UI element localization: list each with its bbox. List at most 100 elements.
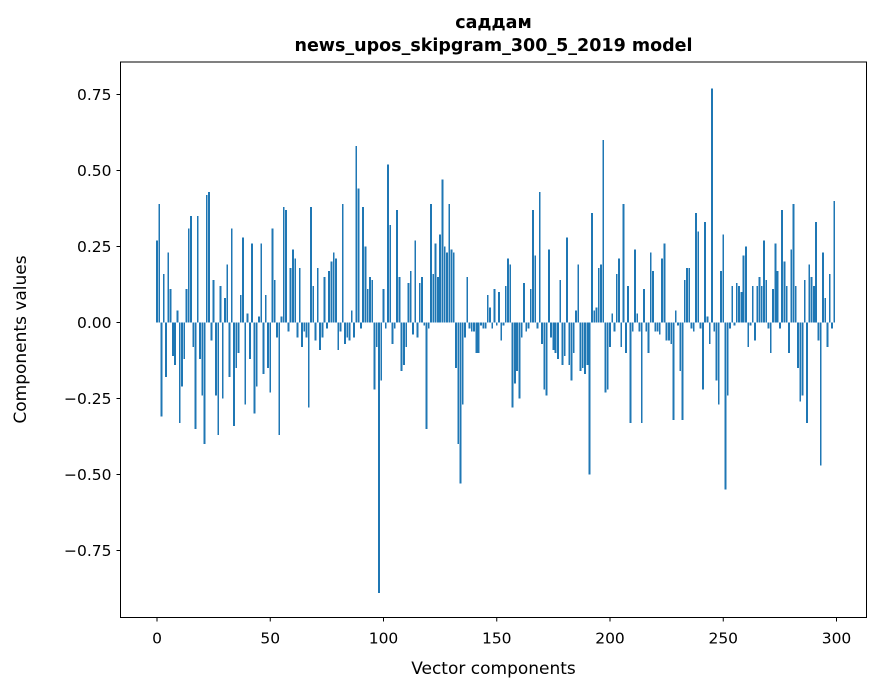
bar <box>402 322 405 366</box>
bar <box>622 203 625 323</box>
bar <box>788 322 790 353</box>
bar <box>649 252 652 323</box>
bar <box>763 240 765 323</box>
bar <box>776 270 779 323</box>
bar <box>255 322 258 387</box>
bar <box>278 322 281 435</box>
bar <box>699 322 702 329</box>
bar <box>321 322 324 338</box>
bar <box>670 322 673 344</box>
bar <box>348 322 351 341</box>
bar <box>812 286 815 323</box>
bar <box>407 282 410 323</box>
bar <box>593 310 596 323</box>
bar <box>701 322 704 390</box>
bar <box>389 225 392 323</box>
bar <box>713 322 716 332</box>
bar <box>459 322 462 484</box>
bar <box>765 279 768 323</box>
bar <box>359 322 362 329</box>
y-tick-label: 0.75 <box>77 86 112 104</box>
bar <box>645 322 648 332</box>
bar <box>566 237 568 323</box>
bar <box>233 322 235 426</box>
bar <box>541 322 543 344</box>
bar <box>226 264 229 323</box>
bar <box>203 322 206 445</box>
bar <box>167 252 170 323</box>
bar <box>176 310 179 323</box>
bar <box>224 298 226 323</box>
y-tick-label: −0.25 <box>64 390 112 408</box>
bar <box>500 322 503 341</box>
bar <box>833 200 836 323</box>
bar <box>264 295 267 323</box>
bar <box>425 322 428 429</box>
bar <box>652 270 654 323</box>
bar <box>819 322 822 466</box>
bar <box>335 258 337 323</box>
bar <box>430 203 432 323</box>
bar <box>298 267 301 323</box>
bar <box>742 255 745 323</box>
bar <box>294 258 297 323</box>
bar <box>316 267 319 323</box>
bar <box>559 279 562 323</box>
bar <box>695 213 697 323</box>
bar <box>423 322 426 326</box>
bar <box>375 322 378 347</box>
bar <box>287 322 290 332</box>
bar <box>378 322 380 594</box>
bar <box>656 322 659 332</box>
bar <box>658 322 661 335</box>
bar <box>201 322 204 396</box>
bar <box>282 206 285 323</box>
bar <box>452 252 455 323</box>
y-axis-ticks: 0.75 0.50 0.25 0.00 −0.25 −0.50 −0.75 <box>64 86 121 560</box>
bar <box>613 322 616 332</box>
bar <box>156 240 158 323</box>
bar <box>362 206 365 323</box>
bar <box>586 322 589 366</box>
bar <box>475 322 478 353</box>
bar <box>393 322 396 329</box>
bar <box>312 286 315 323</box>
bar <box>344 322 346 344</box>
bar <box>726 322 729 396</box>
bar <box>638 322 641 332</box>
bar <box>366 289 369 323</box>
bar <box>717 322 720 405</box>
bar <box>314 322 317 341</box>
bar <box>432 273 435 323</box>
bar <box>577 264 580 323</box>
bar <box>484 322 487 329</box>
bar <box>624 322 627 353</box>
bar <box>253 322 256 414</box>
bar <box>371 279 374 323</box>
bar <box>495 322 498 326</box>
bar <box>436 276 439 323</box>
bar <box>602 140 605 323</box>
bar <box>237 322 240 353</box>
bar <box>491 322 494 329</box>
bar <box>697 231 700 323</box>
bar <box>382 289 385 323</box>
bar <box>751 286 754 323</box>
bar <box>468 322 471 329</box>
bar <box>427 322 430 329</box>
bar <box>450 249 453 323</box>
bar <box>418 282 421 323</box>
bar <box>461 322 464 405</box>
bar <box>380 322 383 381</box>
bar <box>187 228 190 323</box>
bar <box>221 322 224 399</box>
bar <box>208 191 210 323</box>
bar <box>387 164 389 323</box>
bar <box>328 270 331 323</box>
bar <box>412 322 414 335</box>
bar <box>547 249 550 323</box>
y-tick-label: 0.25 <box>77 238 112 256</box>
bar <box>756 286 759 323</box>
bar <box>801 322 804 396</box>
